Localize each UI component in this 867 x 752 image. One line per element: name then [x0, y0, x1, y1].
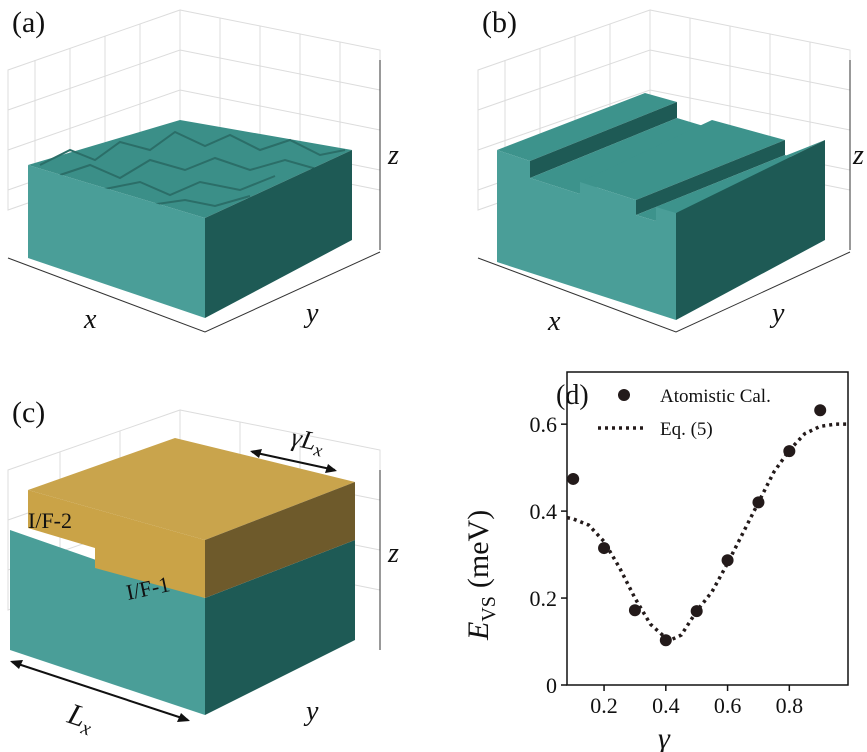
length-arrow: [11, 661, 189, 721]
panel-c: (c) I/F-2 I/F-1 γLx Lx y z: [7, 396, 399, 740]
axis-line: [477, 60, 851, 333]
top-face: [580, 120, 785, 200]
panel-label: (b): [482, 6, 517, 39]
axis-label: x: [547, 306, 561, 337]
data-point: [814, 404, 827, 417]
axis-label: z: [387, 140, 399, 171]
axis-label: y: [303, 696, 319, 727]
chart: (d) γ EVS (meV) 0.2 0.4 0.6 0.8 0 0.2 0.4 0.6 Ato…: [462, 371, 849, 752]
layer-side: [205, 482, 355, 598]
axis-label: x: [83, 304, 97, 335]
panel-label: (d): [556, 380, 589, 411]
data-point: [721, 554, 734, 567]
x-tick-label: 0.4: [652, 693, 680, 718]
side-face: [676, 140, 825, 320]
subscript: x: [311, 439, 324, 460]
side-face: [205, 150, 352, 318]
x-tick-label: 0.6: [714, 693, 742, 718]
y-tick-label: 0: [546, 673, 557, 698]
arrow-head: [250, 449, 262, 458]
y-tick-label: 0.2: [530, 586, 558, 611]
axis-label: y: [769, 298, 785, 329]
legend-label: Atomistic Cal.: [660, 386, 771, 407]
front-face: [10, 530, 205, 715]
axis-line: [7, 60, 381, 333]
y-tick-label: 0.6: [530, 412, 558, 437]
data-point: [567, 472, 580, 485]
arrow-head: [10, 660, 23, 669]
panel-a: (a) x y z: [7, 6, 399, 335]
interface-label: I/F-2: [28, 508, 72, 533]
panel-label: (c): [12, 396, 45, 429]
width-arrow: [251, 451, 336, 471]
layer-front: [28, 490, 205, 598]
y-axis-label: EVS (meV): [462, 510, 500, 641]
data-line: [566, 422, 848, 642]
front-face: [28, 165, 205, 318]
arrow-head: [325, 464, 337, 473]
symbol: γL: [289, 423, 319, 457]
front-face: [497, 150, 676, 320]
groove-wall: [636, 140, 785, 215]
panel-label: (a): [12, 6, 45, 39]
plot-frame: [566, 371, 849, 686]
top-layer: [28, 438, 355, 540]
side-face: [205, 540, 355, 715]
subscript: VS: [478, 596, 500, 622]
roughness: [39, 130, 346, 208]
width-label: γLx: [288, 423, 327, 461]
unit: (meV): [462, 510, 495, 588]
data-point: [628, 604, 641, 617]
x-tick-label: 0.2: [590, 693, 618, 718]
axis-label: z: [387, 538, 399, 569]
top-face: [497, 93, 677, 161]
length-label: Lx: [62, 697, 99, 740]
legend-label: Eq. (5): [660, 419, 713, 440]
axis-label: z: [852, 140, 864, 171]
x-tick-label: 0.8: [776, 693, 804, 718]
y-tick-label: 0.4: [530, 499, 558, 524]
panel-b: (b) x y z: [477, 6, 864, 337]
x-axis-label: γ: [658, 722, 671, 752]
top-face: [656, 140, 825, 213]
data-point: [598, 542, 611, 555]
groove-wall: [530, 102, 677, 178]
arrow-head: [177, 713, 190, 722]
axis-label: y: [303, 298, 319, 329]
symbol: E: [462, 622, 495, 641]
legend-marker: [618, 389, 630, 401]
